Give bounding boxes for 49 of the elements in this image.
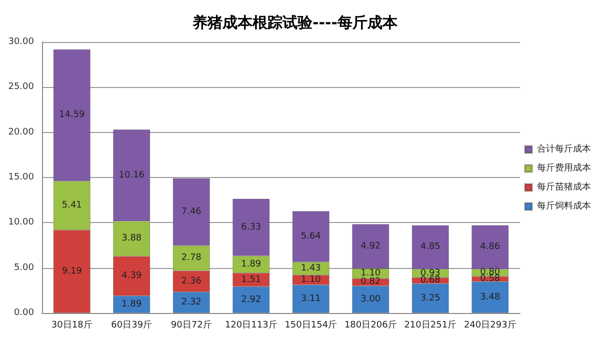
y-tick-label: 20.00 [8, 127, 34, 138]
x-tick-label: 60日39斤 [111, 320, 152, 330]
x-tick-label: 150日154斤 [284, 320, 338, 330]
data-label: 2.36 [181, 276, 202, 286]
y-tick-label: 25.00 [8, 82, 34, 92]
data-label: 2.32 [181, 298, 202, 308]
legend-label: 每斤饲料成本 [537, 200, 591, 212]
data-label: 7.46 [181, 206, 202, 217]
data-label: 6.33 [241, 222, 262, 232]
data-label: 14.59 [58, 110, 86, 120]
x-tick-label: 120日113斤 [224, 320, 278, 330]
y-tick-label: 0.00 [14, 308, 34, 318]
x-tick-label: 30日18斤 [51, 320, 92, 330]
data-label: 0.58 [480, 274, 500, 284]
y-tick-label: 15.00 [8, 172, 34, 182]
data-label: 4.86 [480, 242, 500, 252]
data-label: 1.10 [360, 268, 381, 279]
y-tick-label: 30.00 [8, 37, 34, 47]
x-tick-label: 240日293斤 [464, 320, 516, 330]
data-label: 1.89 [241, 259, 262, 270]
chart-title: 养猪成本根踪试验----每斤成本 [192, 14, 398, 32]
data-label: 2.78 [181, 253, 202, 264]
x-tick-label: 90日72斤 [170, 320, 212, 330]
legend-label: 每斤费用成本 [537, 162, 591, 174]
x-tick-label: 180日206斤 [344, 320, 397, 330]
data-label: 5.41 [62, 200, 82, 211]
data-label: 5.64 [300, 232, 322, 242]
y-tick-label: 5.00 [14, 262, 34, 273]
data-label: 4.39 [122, 271, 142, 282]
data-label: 3.11 [300, 294, 321, 304]
data-label: 1.51 [241, 274, 262, 285]
legend-label: 每斤苗猪成本 [537, 182, 591, 192]
data-label: 1.89 [122, 299, 142, 310]
data-label: 3.00 [360, 294, 381, 304]
data-label: 0.68 [420, 276, 441, 286]
y-tick-label: 10.00 [8, 218, 34, 228]
data-label: 4.85 [420, 242, 440, 252]
data-label: 9.19 [62, 266, 82, 276]
data-label: 0.82 [360, 277, 381, 288]
legend-label: 合计每斤成本 [537, 144, 591, 154]
data-label: 1.10 [300, 274, 322, 285]
data-label: 10.16 [118, 170, 145, 180]
data-label: 3.25 [420, 293, 440, 304]
x-tick-label: 210日251斤 [404, 320, 457, 330]
data-label: 4.92 [360, 241, 381, 252]
data-label: 2.92 [241, 294, 262, 305]
data-label: 3.48 [480, 292, 500, 302]
data-label: 1.43 [300, 264, 321, 274]
data-label: 3.88 [122, 234, 142, 244]
